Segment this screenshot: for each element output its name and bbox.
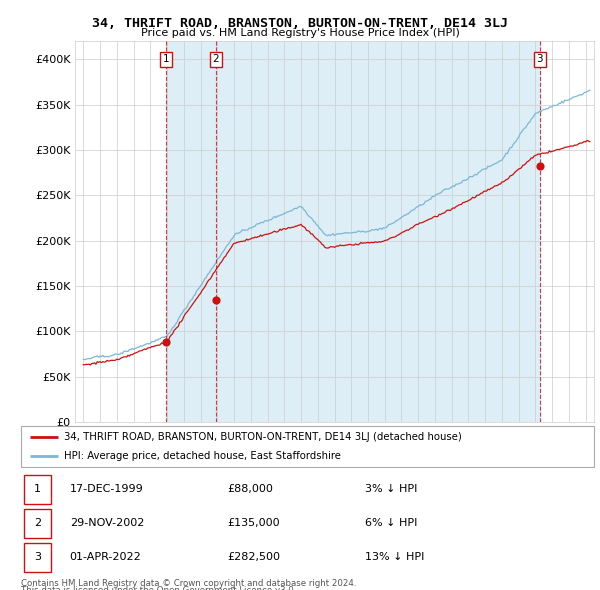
Text: 2: 2	[212, 54, 219, 64]
Point	[161, 337, 171, 347]
Text: £282,500: £282,500	[227, 552, 280, 562]
Text: 3% ↓ HPI: 3% ↓ HPI	[365, 484, 417, 493]
FancyBboxPatch shape	[24, 543, 52, 572]
Text: 34, THRIFT ROAD, BRANSTON, BURTON-ON-TRENT, DE14 3LJ: 34, THRIFT ROAD, BRANSTON, BURTON-ON-TRE…	[92, 17, 508, 30]
Text: 01-APR-2022: 01-APR-2022	[70, 552, 142, 562]
Text: Price paid vs. HM Land Registry's House Price Index (HPI): Price paid vs. HM Land Registry's House …	[140, 28, 460, 38]
Text: £88,000: £88,000	[227, 484, 273, 493]
Text: 29-NOV-2002: 29-NOV-2002	[70, 517, 144, 527]
Text: 3: 3	[34, 552, 41, 562]
Text: 2: 2	[34, 517, 41, 527]
Bar	[166, 41, 216, 422]
Point	[211, 295, 221, 304]
Text: Contains HM Land Registry data © Crown copyright and database right 2024.: Contains HM Land Registry data © Crown c…	[21, 579, 356, 588]
FancyBboxPatch shape	[24, 475, 52, 504]
Text: 1: 1	[34, 484, 41, 493]
Text: 1: 1	[163, 54, 170, 64]
Text: £135,000: £135,000	[227, 517, 280, 527]
FancyBboxPatch shape	[24, 509, 52, 538]
Text: 13% ↓ HPI: 13% ↓ HPI	[365, 552, 424, 562]
Text: HPI: Average price, detached house, East Staffordshire: HPI: Average price, detached house, East…	[64, 451, 341, 461]
Text: 17-DEC-1999: 17-DEC-1999	[70, 484, 143, 493]
Text: This data is licensed under the Open Government Licence v3.0.: This data is licensed under the Open Gov…	[21, 586, 296, 590]
Text: 3: 3	[536, 54, 543, 64]
Bar	[216, 41, 539, 422]
Text: 34, THRIFT ROAD, BRANSTON, BURTON-ON-TRENT, DE14 3LJ (detached house): 34, THRIFT ROAD, BRANSTON, BURTON-ON-TRE…	[64, 432, 462, 442]
FancyBboxPatch shape	[21, 426, 594, 467]
Text: 6% ↓ HPI: 6% ↓ HPI	[365, 517, 417, 527]
Point	[535, 161, 544, 171]
